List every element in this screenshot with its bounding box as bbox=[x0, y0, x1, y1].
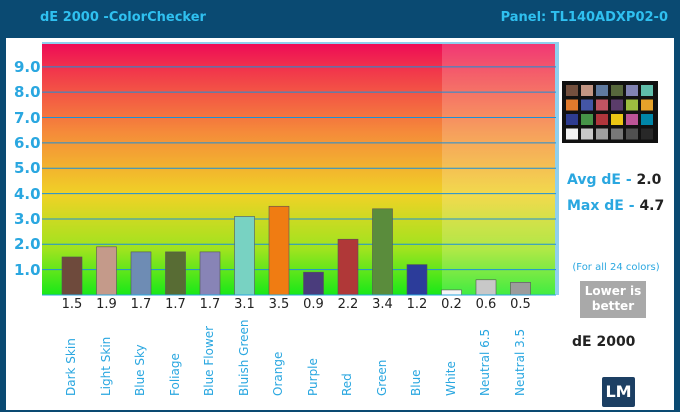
checker-swatch bbox=[641, 128, 653, 140]
checker-swatch bbox=[581, 128, 593, 140]
bar-value-label: 3.1 bbox=[234, 297, 255, 312]
max-de-label: Max dE - bbox=[567, 198, 640, 214]
bar bbox=[165, 251, 186, 296]
checker-swatch bbox=[581, 99, 593, 111]
checker-swatch bbox=[581, 85, 593, 96]
lower-is-better-badge: Lower is better bbox=[580, 281, 646, 318]
bar bbox=[510, 282, 531, 296]
bar bbox=[337, 238, 359, 296]
bar-value-label: 1.7 bbox=[130, 297, 152, 312]
y-tick-label: 7.0 bbox=[14, 108, 41, 127]
bar-value-label: 1.2 bbox=[406, 297, 428, 312]
checker-swatch bbox=[566, 128, 578, 140]
bar-chart bbox=[42, 42, 658, 296]
plot-right-border bbox=[555, 42, 559, 295]
category-label: Light Skin bbox=[98, 336, 113, 396]
category-label: Dark Skin bbox=[64, 338, 78, 396]
category-label: Foliage bbox=[167, 353, 182, 396]
avg-de-value: 2.0 bbox=[636, 172, 662, 188]
category-label: Orange bbox=[271, 351, 285, 396]
bar bbox=[441, 289, 462, 296]
checker-swatch bbox=[581, 114, 593, 125]
y-tick-label: 1.0 bbox=[14, 260, 41, 279]
checker-swatch bbox=[626, 114, 638, 125]
bar bbox=[96, 246, 117, 296]
bar-value-label: 0.9 bbox=[303, 297, 324, 312]
neutral-zone bbox=[442, 44, 556, 295]
category-label: Neutral 6.5 bbox=[478, 328, 492, 396]
metric-label: dE 2000 bbox=[572, 334, 636, 350]
bar bbox=[61, 256, 83, 296]
checker-swatch bbox=[596, 99, 608, 111]
bar bbox=[372, 208, 393, 296]
checker-swatch bbox=[611, 128, 623, 140]
checker-swatch bbox=[566, 114, 578, 125]
bar bbox=[199, 251, 221, 296]
y-tick-label: 8.0 bbox=[14, 83, 41, 102]
max-de-value: 4.7 bbox=[639, 198, 665, 214]
y-tick-label: 9.0 bbox=[14, 57, 41, 76]
colors-note: (For all 24 colors) bbox=[572, 262, 660, 273]
checker-swatch bbox=[611, 99, 623, 111]
checker-swatch bbox=[626, 85, 638, 96]
category-label: Neutral 3.5 bbox=[512, 328, 527, 396]
bar-value-label: 2.2 bbox=[337, 297, 359, 312]
chart-title: dE 2000 -ColorChecker bbox=[40, 10, 206, 25]
bar-value-label: 0.2 bbox=[441, 297, 462, 312]
category-label: Red bbox=[340, 373, 354, 396]
bar-value-label: 1.7 bbox=[165, 297, 186, 312]
category-label: Blue bbox=[409, 369, 423, 396]
bar bbox=[234, 216, 255, 296]
y-tick-label: 2.0 bbox=[14, 235, 41, 254]
bar-value-label: 0.6 bbox=[475, 297, 497, 312]
checker-swatch bbox=[626, 128, 638, 140]
category-label: Blue Sky bbox=[133, 344, 147, 396]
avg-de-stat: Avg dE - 2.0 bbox=[567, 172, 661, 188]
bar bbox=[303, 271, 324, 296]
lm-logo: LM bbox=[602, 377, 635, 407]
checker-swatch bbox=[566, 85, 578, 96]
checker-swatch bbox=[641, 114, 653, 125]
category-label: Blue Flower bbox=[202, 325, 216, 396]
bar bbox=[475, 279, 497, 296]
bar-value-label: 3.5 bbox=[268, 297, 290, 312]
checker-swatch bbox=[626, 99, 638, 111]
checker-swatch bbox=[641, 99, 653, 111]
checker-swatch bbox=[596, 128, 608, 140]
checker-swatch bbox=[566, 99, 578, 111]
category-label: Bluish Green bbox=[236, 319, 251, 396]
avg-de-label: Avg dE - bbox=[567, 172, 637, 188]
bar bbox=[406, 264, 428, 296]
bar-value-label: 1.5 bbox=[61, 297, 83, 312]
checker-swatch bbox=[611, 85, 623, 96]
colorchecker-icon bbox=[562, 81, 658, 143]
max-de-stat: Max dE - 4.7 bbox=[567, 198, 664, 214]
checker-swatch bbox=[596, 85, 608, 96]
checker-swatch bbox=[596, 114, 608, 125]
y-tick-label: 4.0 bbox=[14, 184, 41, 203]
category-label: White bbox=[443, 361, 458, 396]
y-tick-label: 3.0 bbox=[14, 209, 41, 228]
bar-value-label: 1.7 bbox=[199, 297, 221, 312]
category-label: Purple bbox=[305, 358, 320, 396]
y-tick-label: 6.0 bbox=[14, 133, 41, 152]
bar-value-label: 3.4 bbox=[372, 297, 393, 312]
y-tick-label: 5.0 bbox=[14, 159, 41, 178]
chart-area: 1.0 2.0 3.0 4.0 5.0 6.0 7.0 8.0 9.0 1.5 1.9 1.7 1.7… bbox=[6, 38, 674, 410]
bar-value-label: 1.9 bbox=[96, 297, 117, 312]
panel-label: Panel: TL140ADXP02-0 bbox=[500, 10, 668, 25]
bar-value-label: 0.5 bbox=[510, 297, 531, 312]
bar bbox=[268, 205, 290, 296]
bar bbox=[130, 251, 152, 296]
category-label: Green bbox=[374, 359, 389, 396]
checker-swatch bbox=[641, 85, 653, 96]
checker-swatch bbox=[611, 114, 623, 125]
plot-background bbox=[42, 44, 556, 295]
plot-top-border bbox=[42, 42, 556, 44]
